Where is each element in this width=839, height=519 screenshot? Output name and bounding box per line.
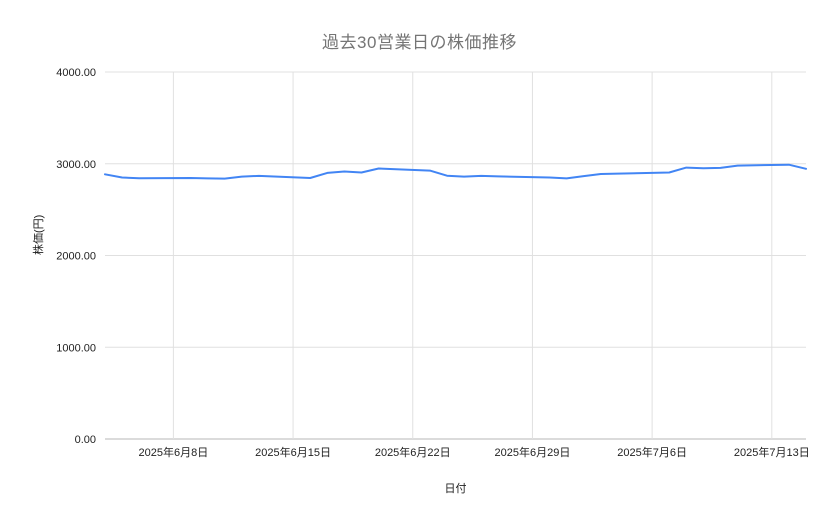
y-tick-label: 2000.00 <box>56 251 96 263</box>
y-tick-label: 4000.00 <box>56 67 96 79</box>
price-line <box>104 163 807 180</box>
x-tick-label: 2025年6月15日 <box>255 445 331 459</box>
y-tick-label: 1000.00 <box>56 342 96 354</box>
x-tick-label: 2025年6月22日 <box>375 445 451 459</box>
x-tick-label: 2025年7月6日 <box>617 445 687 459</box>
x-tick-label: 2025年7月13日 <box>734 445 810 459</box>
x-tick-label: 2025年6月29日 <box>495 445 571 459</box>
x-tick-label: 2025年6月8日 <box>139 445 209 459</box>
chart-title: 過去30営業日の株価推移 <box>322 33 517 52</box>
y-tick-label: 0.00 <box>75 434 96 446</box>
y-tick-label: 3000.00 <box>56 159 96 171</box>
x-axis-title: 日付 <box>444 483 467 495</box>
